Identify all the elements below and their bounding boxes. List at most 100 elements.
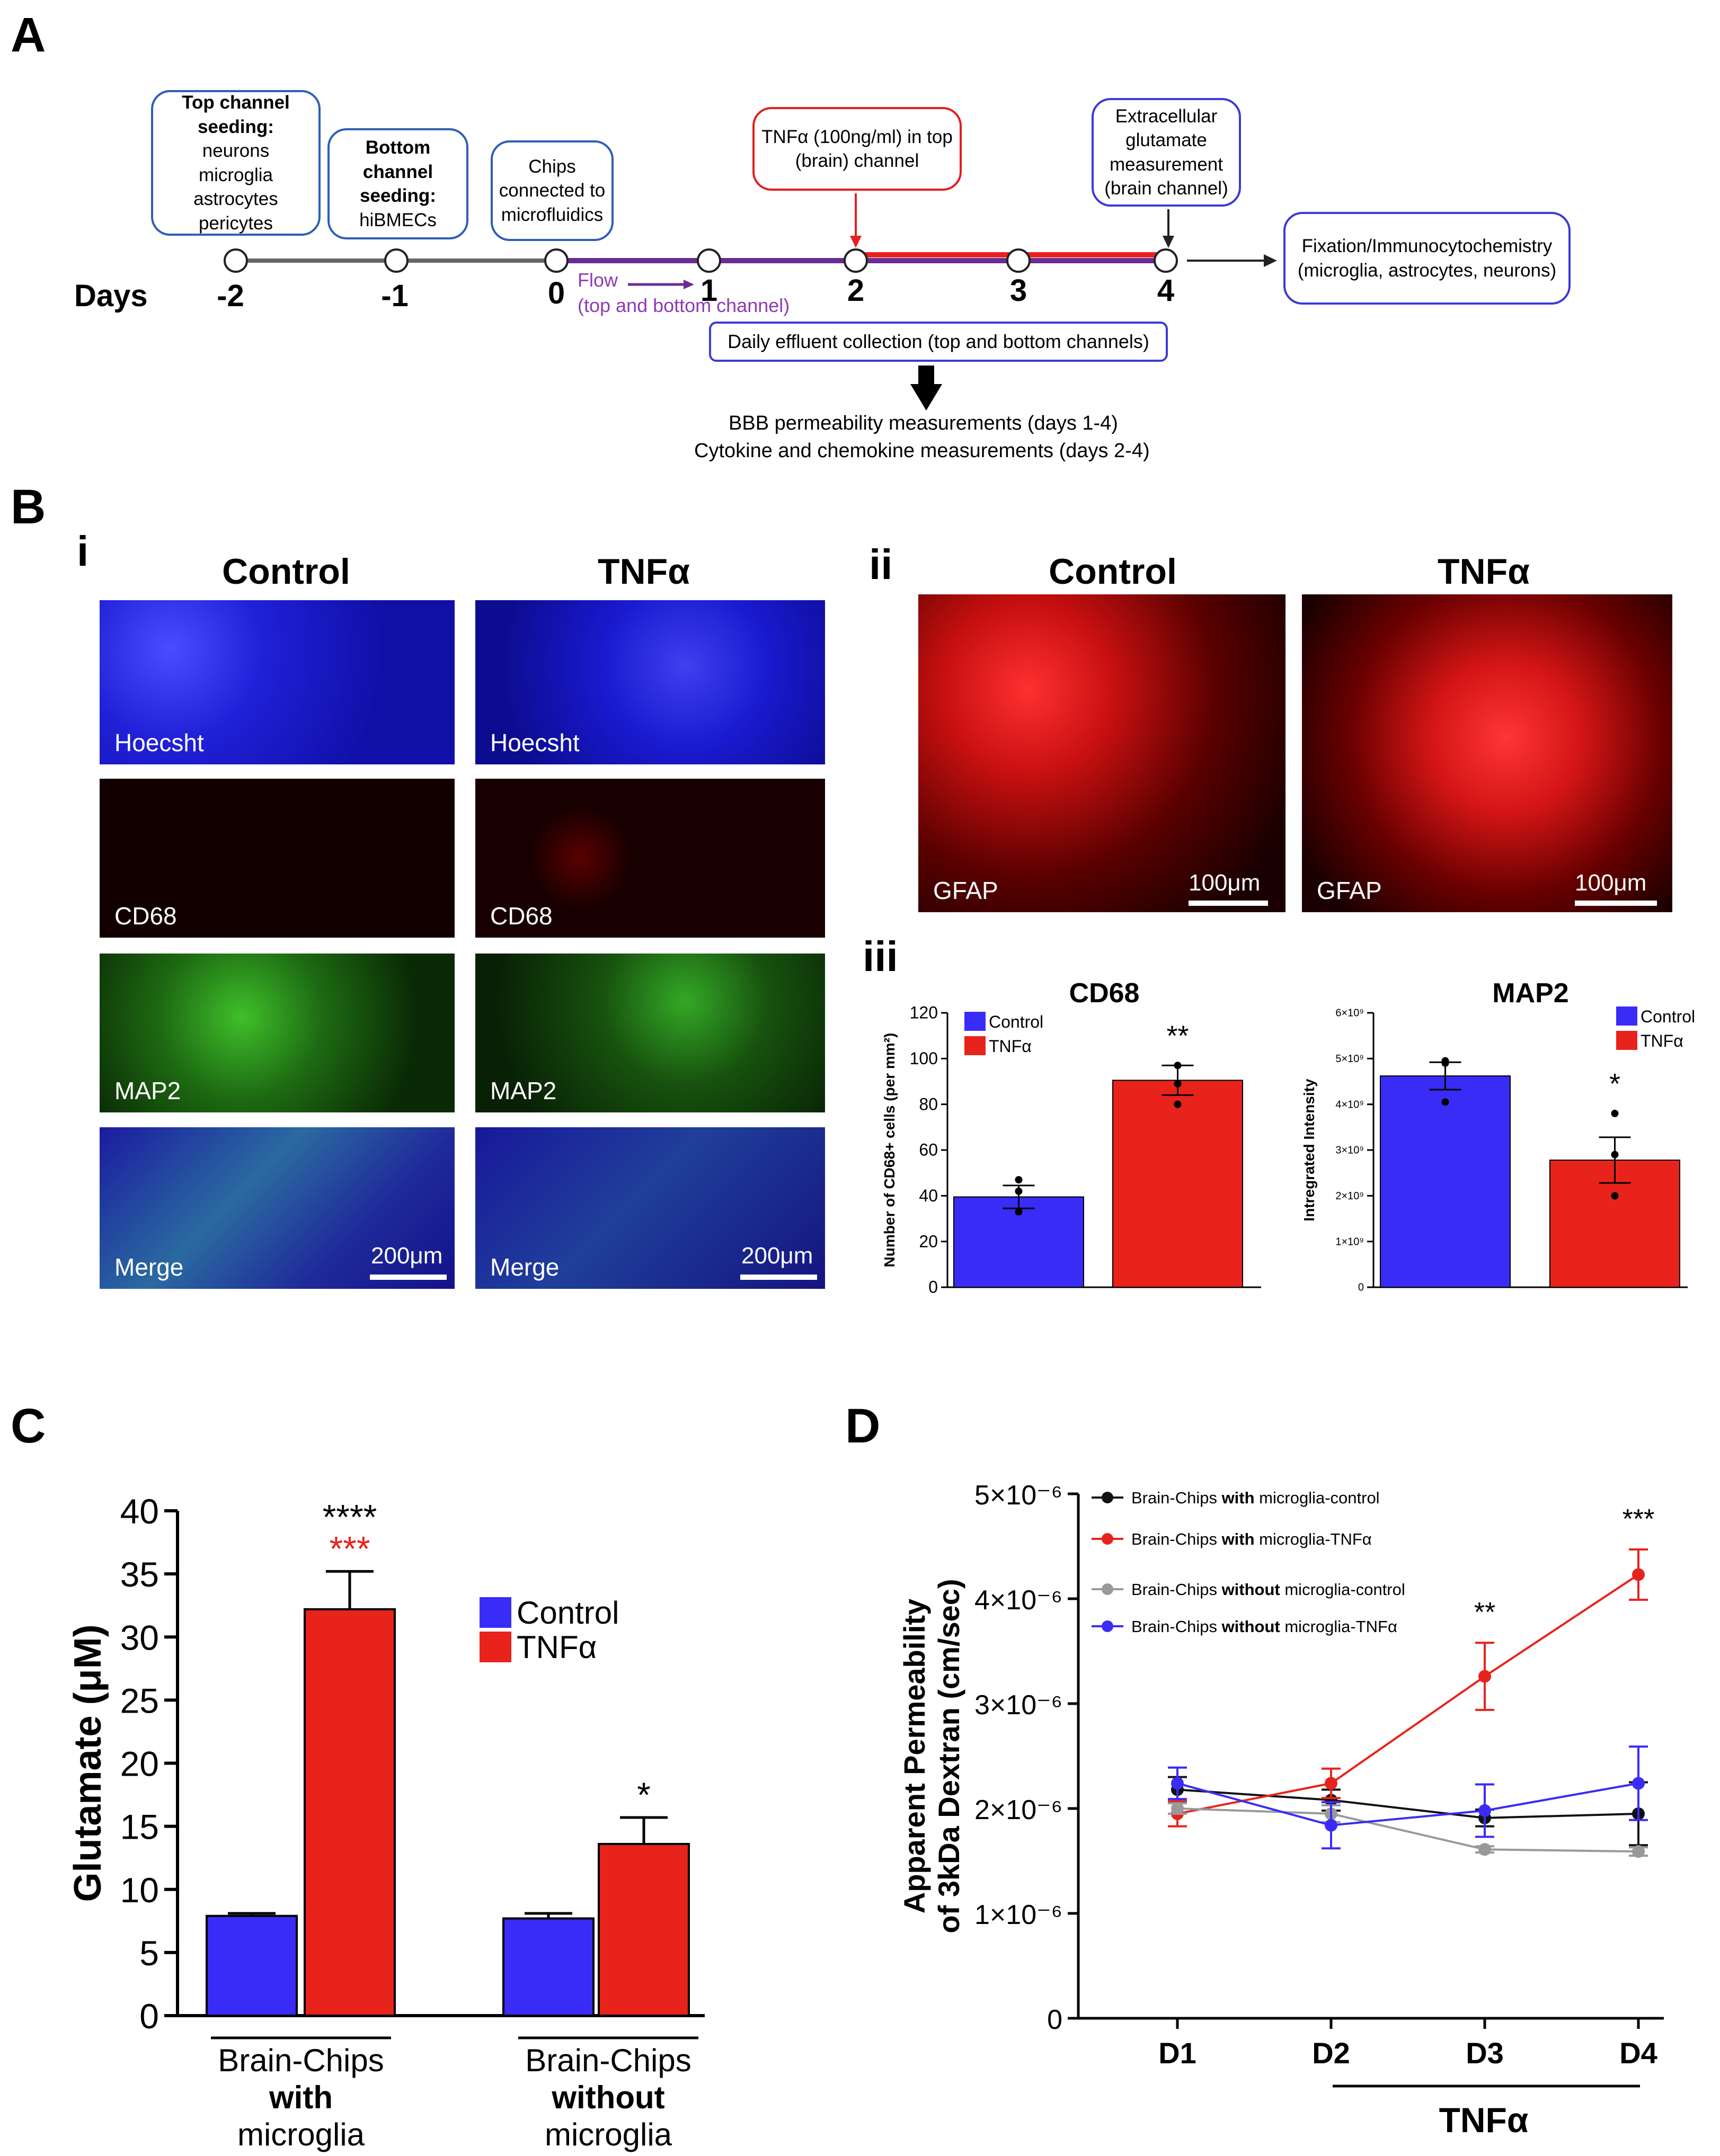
y-tick-label: 0 — [1047, 2004, 1062, 2035]
panel-label-a: A — [11, 8, 46, 62]
box-top-seeding-title: Top channel seeding: — [182, 92, 290, 137]
legend-label: Brain-Chips without microglia-control — [1131, 1580, 1405, 1599]
significance-label: * — [1609, 1068, 1620, 1100]
day-label: 2 — [847, 273, 865, 308]
box-top-seeding: Top channel seeding: neurons microglia as… — [151, 90, 321, 236]
box-glutamate: Extracellular glutamate measurement (bra… — [1092, 98, 1241, 207]
panel-label-c: C — [11, 1399, 46, 1453]
map2-control-image: MAP2 — [100, 954, 455, 1112]
glutamate-arrowhead — [1163, 236, 1174, 248]
hoechst-label: Hoecsht — [490, 729, 580, 756]
y-tick-label: 0 — [139, 1997, 159, 2036]
legend-swatch — [480, 1597, 511, 1628]
y-tick-label: 3×10⁹ — [1335, 1145, 1364, 1156]
box-chips-text: Chips connected to microfluidics — [499, 156, 606, 225]
measurement-1: BBB permeability measurements (days 1-4) — [729, 412, 1118, 434]
legend-label: Control — [517, 1595, 619, 1631]
significance-label: ** — [1166, 1020, 1189, 1052]
data-point — [1632, 1777, 1645, 1790]
bar — [1380, 1075, 1511, 1288]
group-label: without — [551, 2080, 664, 2115]
scale-label: 200μm — [371, 1243, 443, 1269]
day-label: 0 — [547, 276, 565, 310]
y-tick-label: 5 — [139, 1934, 159, 1973]
scale-label: 200μm — [741, 1243, 813, 1269]
y-tick-label: 25 — [120, 1681, 159, 1720]
data-point — [1174, 1062, 1182, 1070]
flow-arrowhead — [684, 280, 694, 289]
bar — [502, 1917, 595, 2017]
tnf-bracket-label: TNFα — [1439, 2100, 1529, 2140]
bar — [304, 1608, 396, 2017]
flow-sublabel: (top and bottom channel) — [578, 295, 790, 316]
hoechst-control-image: Hoecsht — [100, 600, 455, 764]
data-point — [1611, 1109, 1619, 1117]
down-arrow-stem — [918, 366, 934, 387]
data-point — [1441, 1098, 1449, 1106]
x-tick-label: D4 — [1619, 2036, 1657, 2070]
effluent-text: Daily effluent collection (top and botto… — [728, 331, 1149, 352]
y-tick-label: 4×10⁻⁶ — [974, 1585, 1062, 1616]
bar — [206, 1914, 298, 2017]
panel-label-d: D — [845, 1399, 881, 1453]
data-point — [1015, 1176, 1023, 1184]
data-point — [1171, 1777, 1184, 1790]
panel-label-b-i: i — [77, 528, 89, 575]
y-tick-label: 15 — [120, 1807, 159, 1847]
y-tick-label: 80 — [919, 1094, 938, 1113]
scale-bar — [740, 1275, 817, 1280]
timeline-graphic — [236, 193, 1277, 411]
group-label: Brain-Chips — [525, 2043, 691, 2078]
cd68-label: CD68 — [114, 902, 177, 930]
y-tick-label: 10 — [120, 1870, 159, 1910]
day-label: 4 — [1157, 273, 1175, 308]
box-bottom-seeding: Bottom channel seeding: hiBMECs — [327, 128, 468, 239]
legend-label: TNFα — [989, 1037, 1032, 1056]
y-axis-label: of 3kDa Dextran (cm/sec) — [932, 1579, 965, 1933]
permeability-chart: 0 1×10⁻⁶ 2×10⁻⁶ 3×10⁻⁶ 4×10⁻⁶ 5×10⁻⁶ Apparent … — [898, 1480, 1664, 2140]
legend-label: TNFα — [517, 1629, 597, 1665]
timeline-arrowhead-fix — [1264, 254, 1277, 267]
timeline-node-day-0 — [544, 248, 569, 273]
y-tick-label: 20 — [120, 1744, 159, 1784]
days-label: Days — [74, 279, 148, 313]
significance-label: **** — [323, 1497, 377, 1536]
box-fixation: Fixation/Immunocytochemistry (microglia,… — [1283, 212, 1571, 305]
y-tick-label: 1×10⁻⁶ — [974, 1900, 1062, 1930]
group-label: Brain-Chips — [218, 2043, 384, 2078]
group-label: with — [269, 2080, 333, 2115]
data-point — [1325, 1819, 1337, 1832]
legend-label: Control — [989, 1012, 1043, 1031]
series-line — [1177, 1782, 1639, 1827]
y-tick-label: 6×10⁹ — [1335, 1008, 1364, 1019]
cd68-tnf-image: CD68 — [475, 779, 825, 938]
cd68-chart: CD68 0 20 40 60 80 100 120 Number of CD68+ cells… — [881, 978, 1261, 1297]
x-tick-label: D2 — [1312, 2036, 1350, 2070]
measurement-2: Cytokine and chemokine measurements (day… — [694, 440, 1150, 462]
gfap-control-image: GFAP 100μm — [918, 594, 1285, 912]
merge-tnf-image: Merge 200μm — [475, 1127, 825, 1289]
scale-bar — [370, 1275, 447, 1280]
legend-marker — [1102, 1533, 1113, 1545]
significance-label: ** — [1474, 1597, 1495, 1628]
day-label: -2 — [217, 279, 244, 313]
y-tick-label: 60 — [919, 1141, 938, 1160]
group-label: microglia — [545, 2117, 672, 2152]
down-arrowhead — [910, 384, 942, 411]
box-fixation-text: Fixation/Immunocytochemistry (microglia,… — [1297, 236, 1557, 281]
data-point — [1611, 1192, 1619, 1200]
y-tick-label: 1×10⁹ — [1335, 1236, 1364, 1248]
map2-chart: MAP2 0 1×10⁹ 2×10⁹ 3×10⁹ 4×10⁹ 5×10⁹ 6×10⁹ Intre… — [1301, 978, 1695, 1294]
legend-marker — [1102, 1583, 1113, 1595]
timeline-node-day-1 — [697, 248, 721, 273]
scale-bar — [1189, 901, 1268, 906]
series-line — [1177, 1807, 1639, 1853]
y-tick-label: 40 — [120, 1492, 159, 1531]
day-label: -1 — [381, 279, 409, 313]
y-axis-label: Glutamate (μM) — [67, 1624, 109, 1902]
y-tick-label: 3×10⁻⁶ — [974, 1690, 1062, 1721]
bii-col-tnf: TNFα — [1438, 551, 1530, 592]
series-line — [1177, 1573, 1639, 1815]
data-point — [1478, 1670, 1491, 1683]
